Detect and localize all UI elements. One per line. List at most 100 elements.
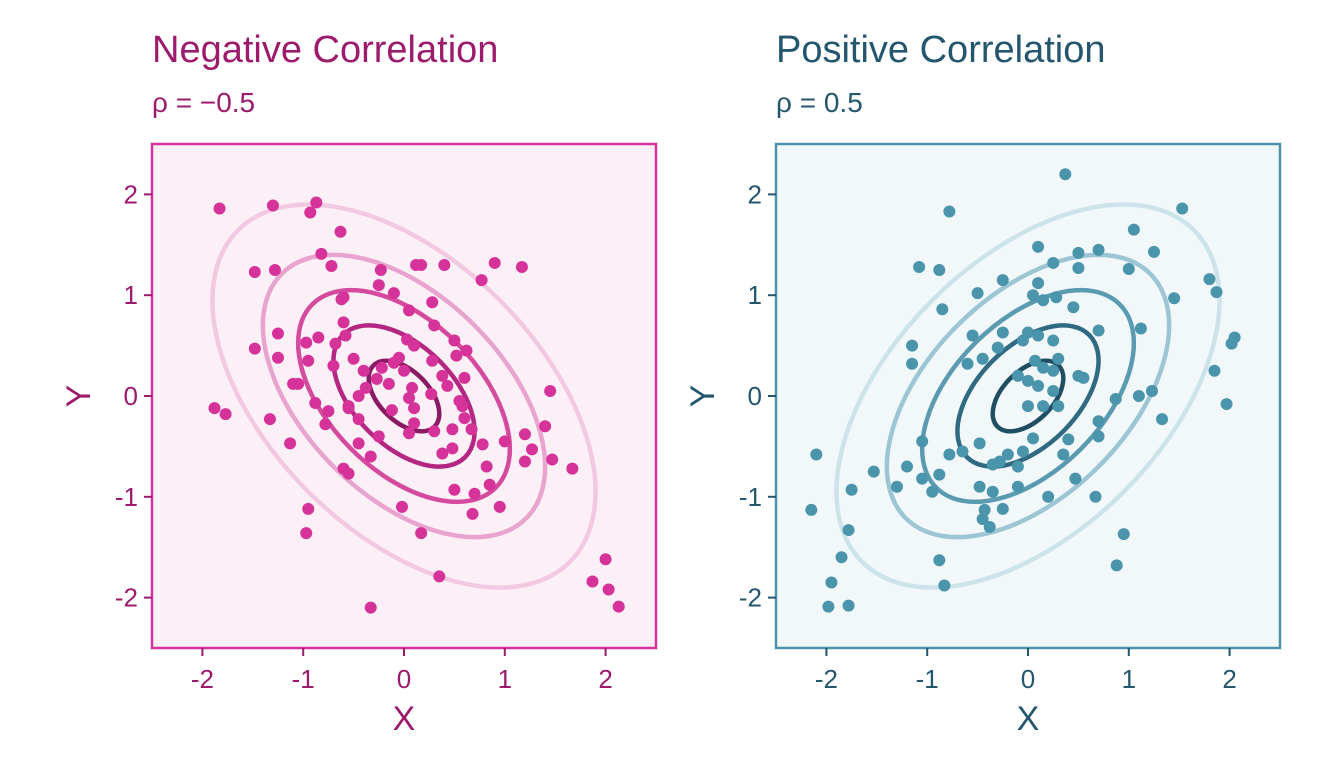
data-point [415,527,428,540]
y-tick-label: -1 [739,482,762,512]
x-tick-label: 1 [498,664,512,694]
data-point [266,199,279,212]
data-point [329,337,342,350]
data-point [1092,430,1105,443]
data-point [986,458,999,471]
data-point [599,553,612,566]
data-point [1029,354,1042,367]
data-point [612,600,625,613]
data-point [498,435,511,448]
data-point [284,437,297,450]
data-point [956,445,969,458]
data-point [425,387,438,400]
data-point [436,447,449,460]
data-point [403,427,416,440]
data-point [1134,322,1147,335]
data-point [468,487,481,500]
data-point [822,600,835,613]
data-point [842,524,855,537]
y-tick-label: 1 [748,280,762,310]
data-point [460,344,473,357]
data-point [1092,415,1105,428]
data-point [1210,286,1223,299]
y-tick-label: 0 [124,381,138,411]
data-point [428,319,441,332]
data-point [810,448,823,461]
data-point [973,437,986,450]
data-point [901,460,914,473]
data-point [342,467,355,480]
data-point [1057,448,1070,461]
data-point [458,371,471,384]
data-point [539,420,552,433]
chart-subtitle: ρ = −0.5 [152,87,255,118]
data-point [438,258,451,271]
data-point [272,327,284,340]
data-point [1042,490,1055,503]
data-point [1069,472,1082,485]
data-point [403,304,416,317]
data-point [1001,448,1014,461]
y-tick-label: 2 [748,179,762,209]
data-point [300,336,313,349]
x-axis-label: X [1017,700,1040,738]
data-point [300,527,313,540]
data-point [1027,432,1040,445]
data-point [372,430,385,443]
data-point [986,485,999,498]
data-point [385,404,398,417]
data-point [867,465,880,478]
data-point [1027,289,1040,302]
data-point [375,361,388,374]
data-point [325,259,338,272]
data-point [213,202,226,215]
data-point [546,453,559,466]
data-point [966,329,979,342]
data-point [1132,390,1145,402]
data-point [1047,256,1060,269]
data-point [408,417,421,430]
data-point [352,413,365,426]
data-point [933,468,946,481]
y-axis-label: Y [60,385,98,408]
axis-ticks: -2 -1 0 1 2 -2 -1 0 1 2 [739,179,1237,694]
data-point [1047,384,1060,397]
data-point [1077,371,1090,384]
data-point [339,329,352,342]
data-point [248,266,261,279]
data-point [1067,301,1080,314]
data-point [906,357,919,370]
data-point [825,576,838,589]
data-point [1011,460,1024,473]
data-point [337,291,350,304]
data-point [456,400,469,413]
data-point [1016,334,1029,347]
data-point [310,196,323,209]
data-point [1016,445,1029,458]
data-point [450,349,463,362]
data-point [382,377,395,390]
data-point [991,341,1004,354]
data-point [446,423,459,436]
chart-negative-correlation: Negative Correlation ρ = −0.5 -2 -1 0 1 2-2-… [60,29,658,738]
data-point [357,364,370,377]
data-point [352,437,365,450]
data-point [292,377,305,390]
data-point [441,379,454,392]
data-point [398,364,410,377]
data-point [304,206,317,219]
data-point [913,260,926,273]
data-point [515,260,528,273]
data-point [436,369,449,382]
data-point [408,339,421,352]
y-tick-label: -1 [115,482,138,512]
data-point [476,438,489,451]
x-tick-label: 0 [1021,664,1035,694]
data-point [1110,559,1123,572]
data-point [1168,292,1181,305]
data-point [845,483,858,496]
data-point [936,303,949,316]
data-point [1225,337,1238,350]
data-point [1072,261,1085,274]
data-point [1062,433,1075,446]
